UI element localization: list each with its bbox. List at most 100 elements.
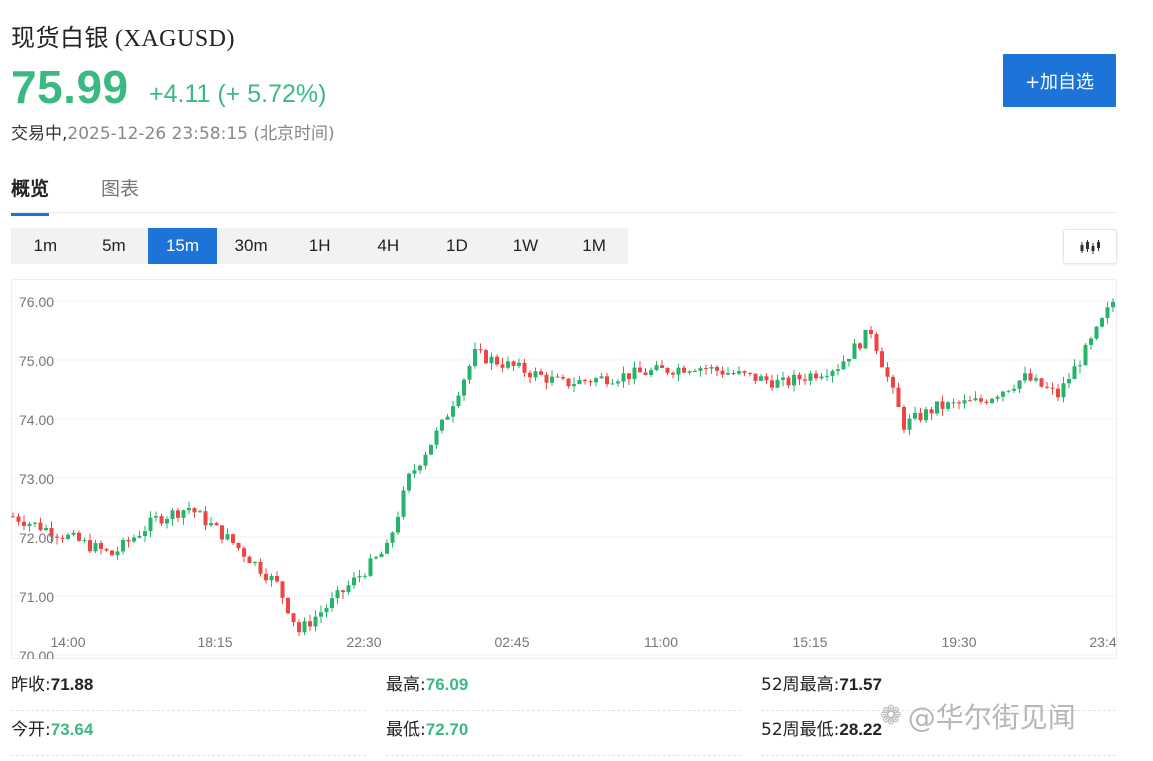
- candle-down: [495, 356, 499, 365]
- candle-down: [528, 372, 532, 378]
- candle-down: [682, 367, 686, 373]
- candle-up: [577, 379, 582, 385]
- candle-up: [1105, 307, 1110, 319]
- candle-down: [638, 367, 642, 373]
- candle-up: [550, 376, 554, 383]
- candle-down: [660, 365, 664, 368]
- candle-down: [627, 373, 631, 380]
- candle-up: [1012, 388, 1016, 391]
- candle-down: [957, 402, 961, 404]
- candle-down: [275, 575, 279, 582]
- candle-up: [819, 376, 824, 379]
- y-axis-labels: 76.00 75.00 74.00 73.00 72.00 71.00 70.00: [19, 294, 54, 659]
- candle-down: [814, 373, 818, 379]
- period-1h[interactable]: 1H: [308, 236, 331, 255]
- candle-up: [676, 367, 681, 375]
- candle-up: [924, 409, 928, 421]
- candle-down: [522, 362, 527, 373]
- candle-up: [649, 370, 653, 376]
- stat-prev-close: 昨收:71.88: [11, 670, 366, 711]
- period-1m[interactable]: 1m: [33, 236, 58, 255]
- candle-down: [561, 377, 565, 379]
- candle-up: [115, 551, 120, 556]
- period-1d[interactable]: 1D: [445, 236, 468, 255]
- candle-up: [489, 356, 494, 364]
- candle-down: [77, 532, 81, 541]
- candle-down: [264, 573, 268, 581]
- candle-down: [874, 334, 879, 352]
- price-chart[interactable]: 76.00 75.00 74.00 73.00 72.00 71.00 70.00 14:0…: [11, 279, 1117, 659]
- candle-up: [1034, 378, 1038, 381]
- candle-up: [335, 590, 340, 599]
- candle-up: [616, 381, 620, 384]
- candle-up: [1100, 318, 1104, 327]
- candle-down: [742, 371, 747, 373]
- candle-up: [445, 416, 450, 420]
- candle-down: [896, 387, 901, 408]
- candle-down: [60, 537, 65, 539]
- x-tick-label: 15:15: [792, 634, 827, 650]
- add-to-watchlist-button[interactable]: +加自选: [1003, 54, 1116, 107]
- candle-down: [753, 373, 758, 381]
- status-timestamp: 2025-12-26 23:58:15 (北京时间): [67, 124, 335, 144]
- candle-up: [440, 419, 444, 431]
- stat-52w-low: 52周最低:28.22: [761, 715, 1116, 756]
- stat-label: 今开:: [11, 720, 51, 740]
- candle-up: [1072, 366, 1077, 380]
- candle-down: [49, 527, 54, 537]
- candle-up: [1094, 326, 1099, 339]
- candle-up: [830, 370, 835, 376]
- candle-up: [847, 358, 851, 362]
- candle-down: [643, 372, 648, 376]
- period-1mo[interactable]: 1M: [582, 236, 606, 255]
- candle-up: [473, 349, 477, 367]
- period-5m[interactable]: 5m: [102, 236, 126, 255]
- candle-down: [236, 542, 241, 549]
- candle-up: [907, 418, 912, 430]
- candle-down: [929, 409, 934, 414]
- period-4h[interactable]: 4H: [377, 236, 400, 255]
- y-tick-label: 70.00: [19, 648, 54, 659]
- x-tick-label: 23:4: [1089, 634, 1116, 650]
- period-30m[interactable]: 30m: [234, 236, 268, 255]
- candle-up: [693, 370, 697, 372]
- candle-down: [770, 380, 774, 388]
- candle-up: [1111, 301, 1115, 308]
- candle-down: [110, 550, 114, 556]
- candle-up: [385, 542, 389, 554]
- candle-up: [995, 396, 1000, 399]
- candle-up: [1001, 391, 1005, 397]
- candle-up: [330, 598, 334, 608]
- candle-down: [979, 398, 983, 402]
- candle-down: [748, 372, 752, 374]
- candle-up: [533, 371, 538, 378]
- candle-down: [731, 373, 736, 375]
- candle-down: [55, 536, 59, 538]
- candle-down: [11, 516, 15, 518]
- candle-up: [792, 374, 796, 386]
- candle-up: [434, 430, 439, 445]
- candle-up: [27, 523, 32, 526]
- candle-down: [891, 376, 895, 388]
- chart-type-button[interactable]: [1063, 229, 1117, 264]
- candle-up: [363, 575, 367, 577]
- y-tick-label: 72.00: [19, 530, 54, 546]
- candle-up: [401, 490, 406, 517]
- candlestick-icon: [1080, 239, 1100, 254]
- tab-chart[interactable]: 图表: [101, 178, 140, 200]
- watermark-text: @华尔街见闻: [907, 701, 1076, 734]
- candle-down: [231, 534, 235, 543]
- candle-down: [214, 523, 219, 526]
- candle-down: [104, 548, 109, 551]
- candle-down: [1050, 387, 1055, 389]
- y-tick-label: 75.00: [19, 353, 54, 369]
- stat-open: 今开:73.64: [11, 715, 366, 756]
- tab-overview[interactable]: 概览: [11, 174, 50, 216]
- candle-down: [918, 412, 923, 421]
- period-15m[interactable]: 15m: [148, 228, 217, 264]
- candle-down: [704, 368, 708, 370]
- candle-down: [308, 621, 312, 627]
- period-1w[interactable]: 1W: [512, 236, 539, 255]
- candle-down: [247, 556, 252, 564]
- candle-up: [396, 516, 400, 533]
